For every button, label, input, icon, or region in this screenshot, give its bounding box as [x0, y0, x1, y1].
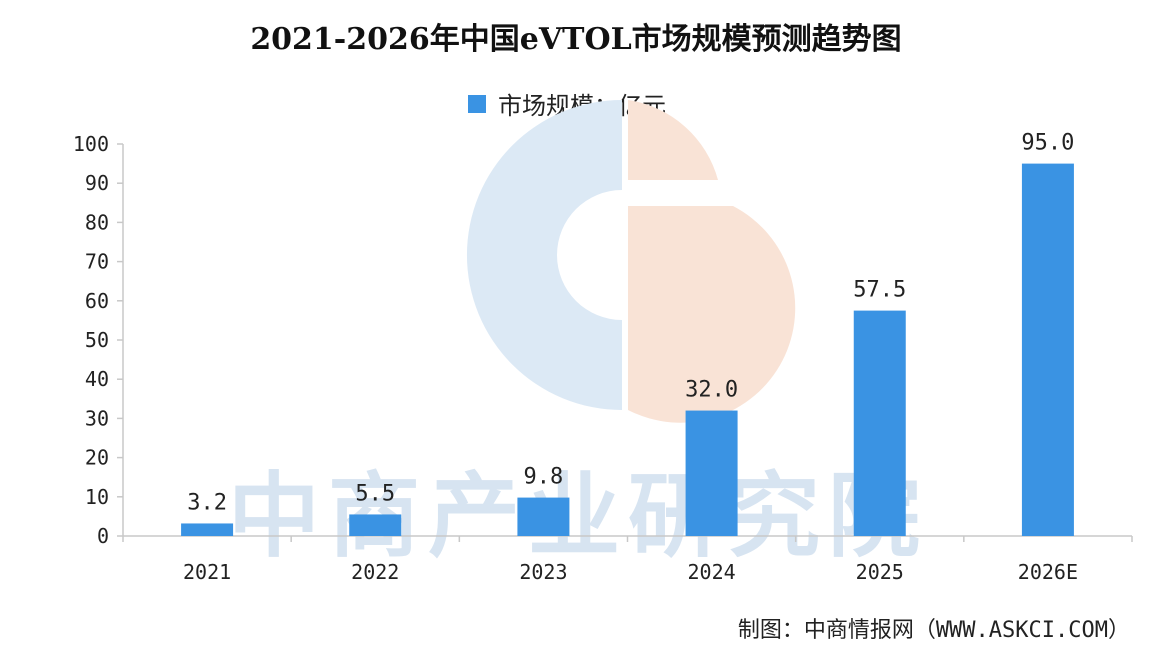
legend-swatch — [468, 94, 486, 113]
y-tick-label: 10 — [85, 485, 109, 509]
y-tick-label: 80 — [85, 210, 109, 234]
x-tick-label-2023: 2023 — [519, 560, 567, 584]
data-label-2024: 32.0 — [685, 378, 738, 403]
x-tick-label-2026E: 2026E — [1018, 560, 1078, 584]
chart-source-note: 制图：中商情报网（WWW.ASKCI.COM） — [737, 618, 1130, 643]
bar-2023 — [517, 497, 570, 536]
data-label-2022: 5.5 — [355, 481, 395, 506]
chart-axes: 0 10 20 30 40 50 60 70 80 90 100 2021 2022 2023 2024 20… — [73, 132, 1133, 584]
data-label-2026E: 95.0 — [1021, 131, 1074, 156]
bar-series — [181, 163, 1074, 536]
y-tick-label: 50 — [85, 328, 109, 352]
bar-2025 — [853, 310, 906, 536]
data-labels: 3.2 5.5 9.8 32.0 57.5 95.0 — [187, 131, 1074, 516]
y-tick-label: 20 — [85, 446, 109, 470]
data-label-2025: 57.5 — [853, 278, 906, 303]
bar-2022 — [349, 514, 402, 536]
watermark: 中商产业研究院 — [228, 99, 928, 570]
bar-2026E — [1021, 163, 1074, 536]
data-label-2021: 3.2 — [187, 490, 227, 515]
chart-title: 2021-2026年中国eVTOL市场规模预测趋势图 — [250, 22, 902, 57]
watermark-text: 中商产业研究院 — [228, 463, 928, 570]
y-tick-label: 60 — [85, 289, 109, 313]
bar-2021 — [181, 523, 234, 536]
y-tick-label: 30 — [85, 406, 109, 430]
x-tick-label-2024: 2024 — [687, 560, 735, 584]
y-tick-label: 70 — [85, 250, 109, 274]
x-tick-label-2022: 2022 — [351, 560, 399, 584]
y-tick-label: 90 — [85, 171, 109, 195]
bar-2024 — [685, 410, 738, 536]
y-tick-label: 40 — [85, 367, 109, 391]
data-label-2023: 9.8 — [524, 465, 564, 490]
watermark-logo-left — [466, 99, 622, 410]
watermark-logo-top-right — [628, 100, 718, 180]
y-tick-label: 0 — [97, 524, 109, 548]
x-tick-label-2021: 2021 — [183, 560, 231, 584]
x-tick-label-2025: 2025 — [856, 560, 904, 584]
watermark-logo-bottom-right — [628, 206, 796, 423]
y-tick-label: 100 — [73, 132, 109, 156]
